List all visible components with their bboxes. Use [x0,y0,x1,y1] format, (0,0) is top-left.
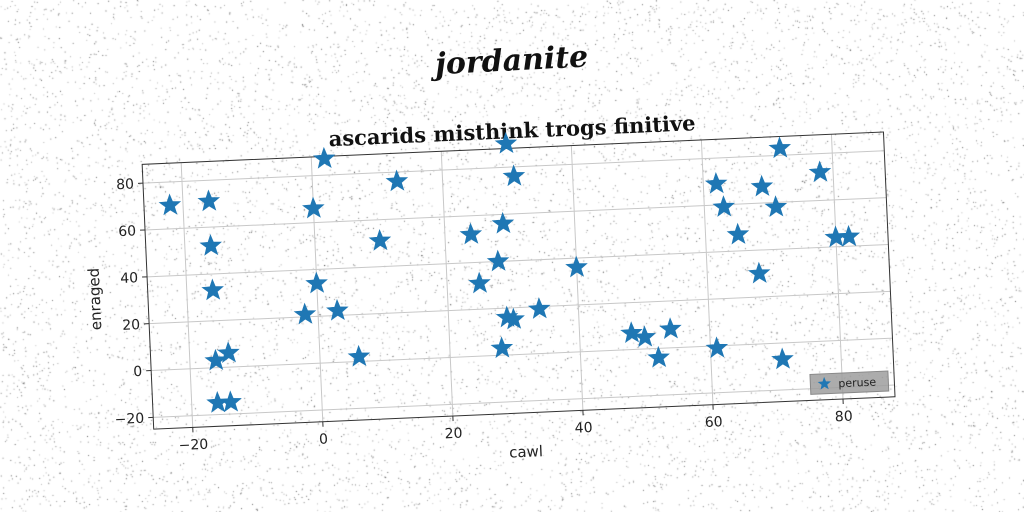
legend: peruse [809,370,890,395]
data-point [217,341,240,363]
x-grid-line [830,134,844,400]
x-tick-label: 80 [835,409,854,426]
data-point [459,222,483,245]
plot-area-frame [141,131,896,430]
data-point [197,189,221,212]
data-point [201,278,224,301]
data-point [620,321,643,344]
data-point [347,344,371,367]
y-tick-label: 80 [116,177,135,194]
legend-entry-label: peruse [838,376,877,391]
data-point [704,172,728,194]
data-point [527,297,551,319]
data-point [705,336,729,359]
data-point [565,255,588,278]
legend-star-marker [817,376,831,390]
data-point [750,174,774,197]
data-point [468,271,491,294]
x-tick-label: 60 [704,414,723,431]
x-grid-line [570,145,584,411]
y-grid-line [145,197,887,231]
x-grid-line [700,139,714,405]
data-point [305,271,328,294]
data-points [158,131,861,413]
y-tick-label: 60 [118,223,137,240]
data-point [302,196,325,219]
plot-group: ascarids misthink trogs finitive −20 0 20 4… [85,110,896,462]
data-point [837,224,861,247]
data-point [199,234,222,256]
data-point [502,164,526,187]
data-point [502,307,525,330]
y-tick-label: 20 [122,317,141,334]
legend-box [809,370,890,395]
y-grid-line [151,337,893,372]
y-tick-label: 0 [133,364,143,380]
data-point [312,146,336,169]
data-point [747,261,771,284]
data-point [712,195,735,217]
y-grid-line [147,243,889,278]
data-point [633,325,656,348]
data-point [158,193,182,216]
data-point [764,195,788,217]
x-grid-line [180,162,194,428]
data-point [486,249,510,272]
data-point [491,211,515,234]
y-tick-label: 40 [120,270,139,287]
axis-ticks: −20 0 20 40 60 80 −20 0 20 40 60 80 [114,177,854,455]
data-point [726,222,750,245]
data-point [385,169,409,192]
y-tick-label: −20 [114,411,144,428]
y-grid-line [149,290,891,325]
y-axis-label: enraged [85,267,106,330]
data-point [768,136,792,159]
data-point [219,390,242,413]
x-grid-line [440,151,454,417]
data-point [808,160,832,183]
x-tick-label: 40 [574,420,593,437]
x-axis-label: cawl [509,442,544,461]
data-point [326,298,349,321]
x-tick-label: 0 [319,432,329,448]
data-point [771,347,794,370]
y-grid-line [153,384,895,418]
data-point [368,228,392,251]
data-point [293,302,317,325]
data-point [490,336,514,359]
grid-lines [142,134,895,428]
x-tick-label: −20 [178,437,208,454]
chart-title: ascarids misthink trogs finitive [328,110,696,151]
data-point [494,131,518,154]
data-point [647,345,670,368]
x-tick-label: 20 [444,426,463,443]
data-point [659,317,682,339]
